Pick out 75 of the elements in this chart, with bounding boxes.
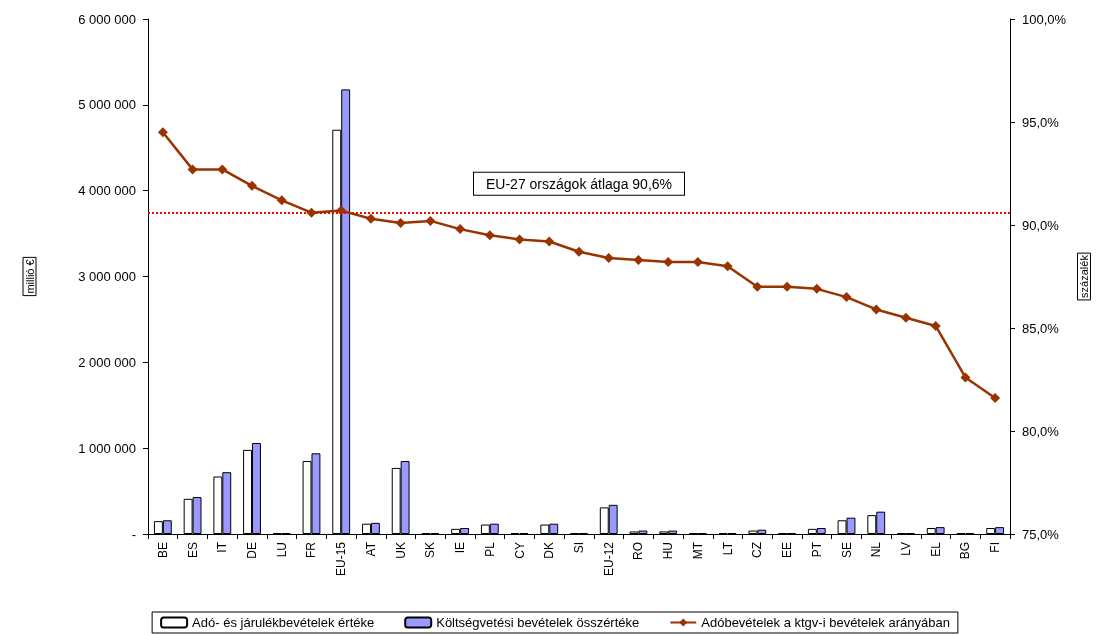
x-tick-label: EU-15 — [334, 541, 349, 577]
x-tick-label: LT — [720, 541, 735, 556]
x-tick-label: PT — [809, 541, 824, 558]
legend-label: Adó- és járulékbevételek értéke — [192, 615, 375, 630]
x-tick-label: ES — [185, 542, 200, 559]
y2-tick-label: 75,0% — [1022, 526, 1060, 542]
x-tick-label: PL — [482, 541, 497, 557]
y-axis-title: millió € — [23, 259, 36, 294]
x-tick-label: NL — [869, 541, 884, 558]
x-tick-label: DE — [245, 542, 260, 559]
y-tick-label: 1 000 000 — [78, 440, 136, 456]
point — [157, 127, 168, 138]
point — [514, 234, 525, 245]
x-tick-label: UK — [393, 542, 408, 559]
point — [187, 164, 198, 175]
y2-tick-label: 85,0% — [1022, 320, 1060, 336]
y2-tick-label: 100,0% — [1022, 11, 1067, 27]
x-tick-label: CY — [512, 542, 527, 559]
y-tick-label: 2 000 000 — [78, 354, 136, 370]
point — [247, 180, 258, 191]
point — [425, 215, 436, 226]
x-tick-label: EU-12 — [601, 541, 616, 577]
point — [365, 213, 376, 224]
x-tick-label: LU — [274, 542, 289, 558]
y-tick-label: 4 000 000 — [78, 183, 136, 199]
x-tick-label: EL — [928, 541, 943, 557]
point — [276, 195, 287, 206]
point — [395, 217, 406, 228]
x-tick-label: BE — [155, 542, 170, 559]
x-tick-label: EE — [780, 542, 795, 559]
point — [574, 246, 584, 257]
y2-axis-title: százalék — [1077, 254, 1090, 298]
x-tick-label: HU — [661, 542, 676, 560]
x-tick-label: MT — [690, 541, 705, 560]
point — [900, 312, 911, 323]
point — [217, 164, 228, 175]
x-tick-label: SK — [423, 542, 438, 559]
x-tick-label: FR — [304, 541, 319, 558]
legend-label: Költségvetési bevételek összértéke — [436, 615, 640, 630]
point — [603, 252, 614, 263]
point — [871, 304, 882, 315]
x-tick-label: DK — [542, 542, 557, 559]
x-tick-label: CZ — [750, 542, 765, 558]
x-tick-label: SE — [839, 542, 854, 559]
point — [841, 292, 852, 303]
x-tick-label: RO — [631, 542, 646, 560]
x-tick-label: BG — [958, 542, 973, 560]
legend-label: Adóbevételek a ktgv-i bevételek arányában — [701, 615, 950, 630]
y-tick-label: 6 000 000 — [78, 11, 136, 27]
x-tick-label: IT — [215, 541, 230, 553]
x-tick-label: FI — [988, 542, 1003, 553]
point — [336, 205, 347, 216]
x-tick-label: LV — [898, 542, 913, 556]
point — [722, 261, 733, 272]
point — [960, 372, 971, 383]
point — [455, 224, 466, 235]
point — [990, 393, 1001, 404]
y2-tick-label: 90,0% — [1022, 217, 1060, 233]
x-tick-label: AT — [363, 541, 378, 557]
x-tick-label: IE — [453, 542, 468, 554]
point — [306, 207, 317, 218]
point — [811, 283, 822, 294]
point — [633, 255, 644, 266]
ref-line-label: EU-27 országok átlaga 90,6% — [486, 175, 672, 192]
y2-tick-label: 95,0% — [1022, 114, 1060, 130]
point — [752, 281, 763, 292]
y-tick-label: 5 000 000 — [78, 97, 136, 113]
y-tick-label: 3 000 000 — [78, 269, 136, 284]
y2-tick-label: 80,0% — [1022, 423, 1060, 439]
point — [544, 236, 555, 247]
y-tick-label: - — [131, 526, 136, 542]
point — [930, 320, 941, 331]
point — [484, 230, 495, 241]
point — [782, 281, 793, 292]
x-tick-label: SI — [572, 542, 586, 554]
